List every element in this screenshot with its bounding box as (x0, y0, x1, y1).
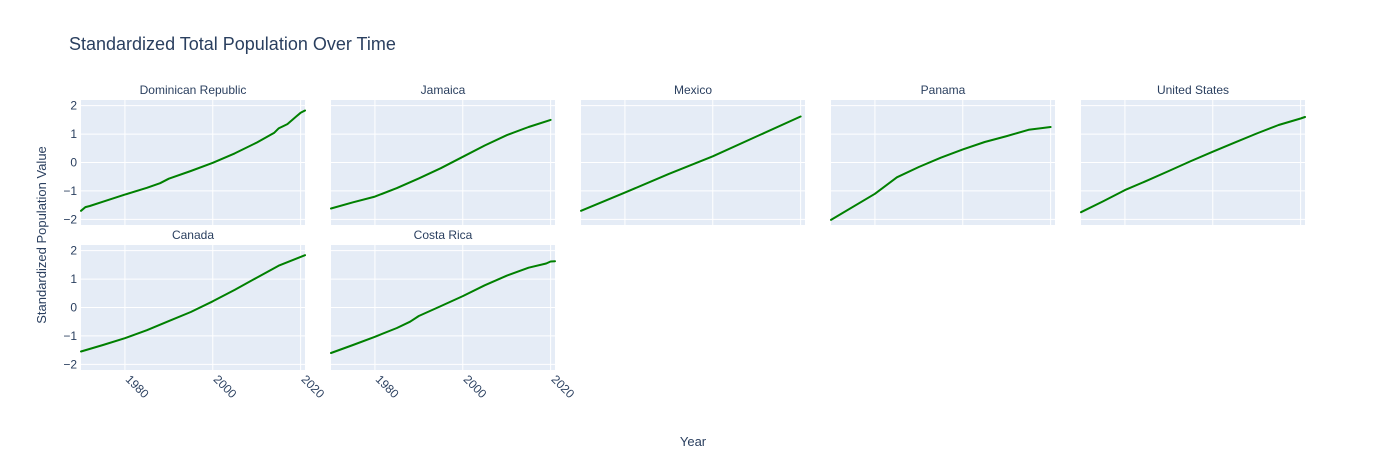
series-line (330, 260, 556, 354)
series-line (580, 115, 802, 212)
panel-title: Costa Rica (414, 228, 473, 242)
y-tick-label: 0 (70, 301, 77, 315)
y-tick-label: −1 (63, 184, 77, 198)
series-line (80, 109, 306, 212)
panel-canada: Canada −2 −1 0 1 2 1980 2000 2020 (63, 228, 327, 401)
panel-title: Mexico (674, 83, 712, 97)
y-tick-label: −2 (63, 357, 77, 371)
y-tick-label: −2 (63, 212, 77, 226)
panel-united-states: United States (1080, 83, 1306, 225)
panel-mexico: Mexico (580, 83, 805, 225)
series-line (80, 254, 306, 353)
x-tick-label: 2000 (211, 372, 240, 401)
panel-jamaica: Jamaica (330, 83, 555, 225)
y-tick-label: −1 (63, 329, 77, 343)
panel-title: Panama (921, 83, 966, 97)
y-tick-label: 2 (70, 244, 77, 258)
panel-title: Dominican Republic (140, 83, 247, 97)
x-axis-title: Year (680, 434, 707, 449)
y-axis-title: Standardized Population Value (34, 146, 49, 324)
y-tick-label: 2 (70, 99, 77, 113)
facet-panels: Dominican Republic −2 −1 0 1 2 Jamaica Mexico Pa… (63, 83, 1306, 401)
panel-dominican-republic: Dominican Republic −2 −1 0 1 2 (63, 83, 306, 226)
chart-title: Standardized Total Population Over Time (69, 34, 396, 54)
y-tick-label: 0 (70, 156, 77, 170)
panel-title: Canada (172, 228, 214, 242)
series-line (330, 118, 552, 210)
y-tick-label: 1 (70, 272, 77, 286)
x-tick-label: 2000 (461, 372, 490, 401)
panel-title: Jamaica (421, 83, 466, 97)
series-line (1080, 116, 1306, 214)
x-tick-label: 1980 (373, 372, 402, 401)
x-tick-label: 2020 (548, 372, 577, 401)
series-line (830, 126, 1052, 221)
panel-panama: Panama (830, 83, 1055, 225)
panel-costa-rica: Costa Rica 1980 2000 2020 (330, 228, 577, 401)
y-tick-label: 1 (70, 127, 77, 141)
x-tick-label: 2020 (298, 372, 327, 401)
panel-title: United States (1157, 83, 1229, 97)
x-tick-label: 1980 (123, 372, 152, 401)
